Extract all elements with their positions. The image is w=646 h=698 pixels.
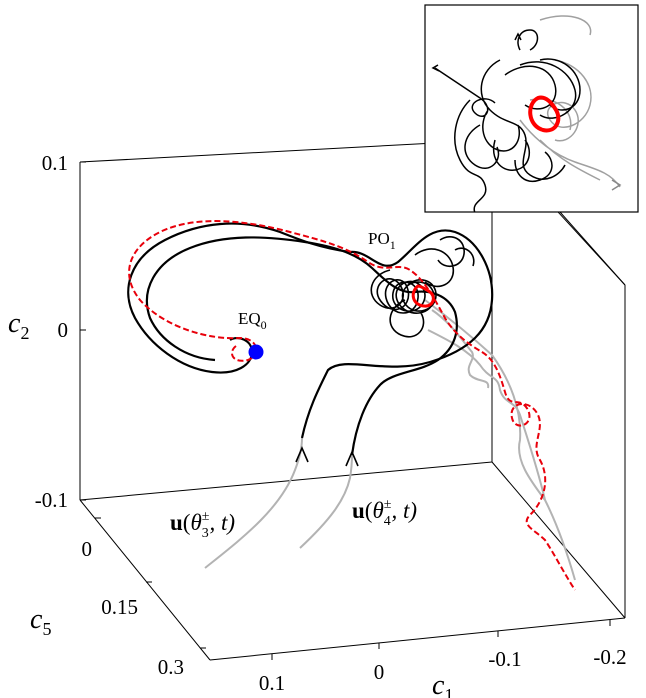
c2-tick-2: -0.1 bbox=[35, 488, 68, 512]
c1-tick-1: 0 bbox=[374, 660, 385, 684]
floor-right-edge bbox=[491, 461, 626, 619]
arrow-theta4 bbox=[345, 449, 359, 467]
eq0-point bbox=[248, 344, 264, 360]
black-trajectories bbox=[127, 222, 494, 456]
c2-tick-marks bbox=[80, 161, 86, 501]
axes-box bbox=[79, 139, 626, 661]
c5-tick-0: 0 bbox=[82, 537, 93, 561]
po1-label: PO1 bbox=[368, 229, 396, 252]
c5-axis-label: c5 bbox=[30, 604, 51, 639]
grey-curve-theta4 bbox=[299, 454, 353, 549]
black-curve-outer-loop bbox=[127, 222, 494, 439]
grey-curve-escape-2 bbox=[427, 329, 546, 501]
floor-back-edge bbox=[79, 461, 493, 501]
arrow-theta3 bbox=[295, 445, 309, 463]
c1-tick-0: 0.1 bbox=[259, 671, 285, 695]
c2-tick-1: 0 bbox=[58, 318, 69, 342]
c1-tick-3: -0.2 bbox=[593, 645, 626, 669]
inset-arrow-top bbox=[514, 32, 522, 41]
grey-curve-theta3 bbox=[204, 437, 303, 569]
traj4-label: u(θ4±, t) bbox=[352, 497, 417, 529]
c2-axis-label: c2 bbox=[8, 308, 29, 343]
eq0-label: EQ0 bbox=[238, 309, 267, 332]
c1-axis-line bbox=[209, 617, 626, 661]
c1-tick-2: -0.1 bbox=[488, 647, 521, 671]
c5-tick-2: 0.3 bbox=[158, 655, 184, 679]
inset-connector-right bbox=[559, 211, 626, 286]
inset-panel bbox=[424, 4, 639, 213]
inset-grey-curves bbox=[519, 15, 621, 188]
red-dashed-trajectories bbox=[128, 220, 576, 591]
inset-arrow-left bbox=[431, 64, 440, 72]
inset-arrow-right bbox=[611, 179, 622, 191]
c5-tick-marks bbox=[95, 517, 206, 649]
black-tangle bbox=[370, 236, 475, 338]
po1-orbit-main bbox=[411, 284, 435, 308]
c1-tick-marks bbox=[271, 620, 611, 660]
red-curve-main bbox=[128, 220, 576, 591]
grey-curve-escape-1 bbox=[424, 299, 576, 581]
traj3-label: u(θ3±, t) bbox=[170, 509, 235, 541]
c5-tick-1: 0.15 bbox=[101, 595, 138, 619]
inset-black-curves bbox=[434, 29, 581, 212]
inset-red-orbit bbox=[528, 95, 561, 133]
c2-tick-0: 0.1 bbox=[42, 151, 68, 175]
black-curve-inner-loop bbox=[145, 236, 458, 456]
grey-trajectories bbox=[204, 299, 576, 581]
c5-axis-line bbox=[79, 499, 211, 661]
c1-axis-label: c1 bbox=[432, 670, 453, 698]
back-wall-top-edge bbox=[79, 139, 493, 163]
